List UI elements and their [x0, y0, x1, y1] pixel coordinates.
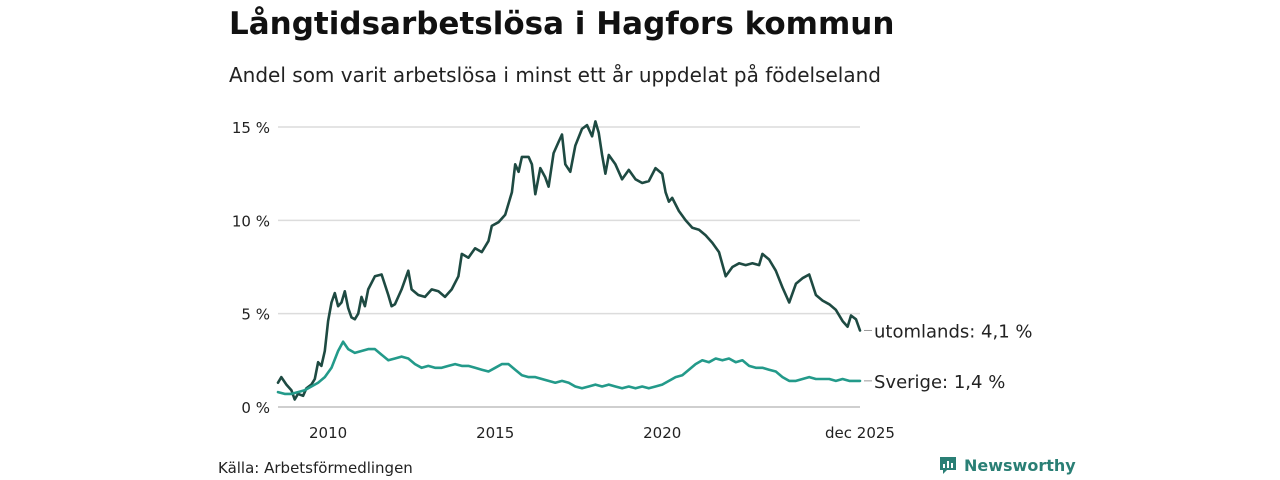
series-line-utomlands — [276, 120, 862, 401]
y-tick-label: 10 % — [232, 212, 270, 230]
y-tick-label: 5 % — [241, 306, 270, 324]
brand-name: Newsworthy — [964, 455, 1076, 475]
chart-title: Långtidsarbetslösa i Hagfors kommun — [229, 6, 895, 42]
series-line-sverige — [276, 340, 862, 396]
brand-logo: Newsworthy — [938, 455, 1076, 475]
y-tick-label: 0 % — [241, 399, 270, 417]
newsworthy-logo-icon — [940, 457, 956, 474]
end-label-sverige: Sverige: 1,4 % — [874, 372, 1005, 393]
chart-subtitle: Andel som varit arbetslösa i minst ett å… — [229, 63, 881, 87]
x-axis-ticks: 2010 2015 2020 dec 2025 — [309, 424, 895, 442]
y-axis-ticks: 0 % 5 % 10 % 15 % — [232, 119, 270, 417]
y-tick-label: 15 % — [232, 119, 270, 137]
x-tick-label: 2010 — [309, 424, 347, 442]
x-tick-label: 2015 — [476, 424, 514, 442]
source-note: Källa: Arbetsförmedlingen — [218, 459, 413, 477]
x-tick-label: 2020 — [643, 424, 681, 442]
end-label-utomlands: utomlands: 4,1 % — [874, 321, 1033, 342]
gridlines — [278, 126, 860, 408]
series-lines — [276, 120, 862, 401]
x-tick-label: dec 2025 — [825, 424, 895, 442]
series-end-labels: utomlands: 4,1 % Sverige: 1,4 % — [864, 321, 1033, 393]
